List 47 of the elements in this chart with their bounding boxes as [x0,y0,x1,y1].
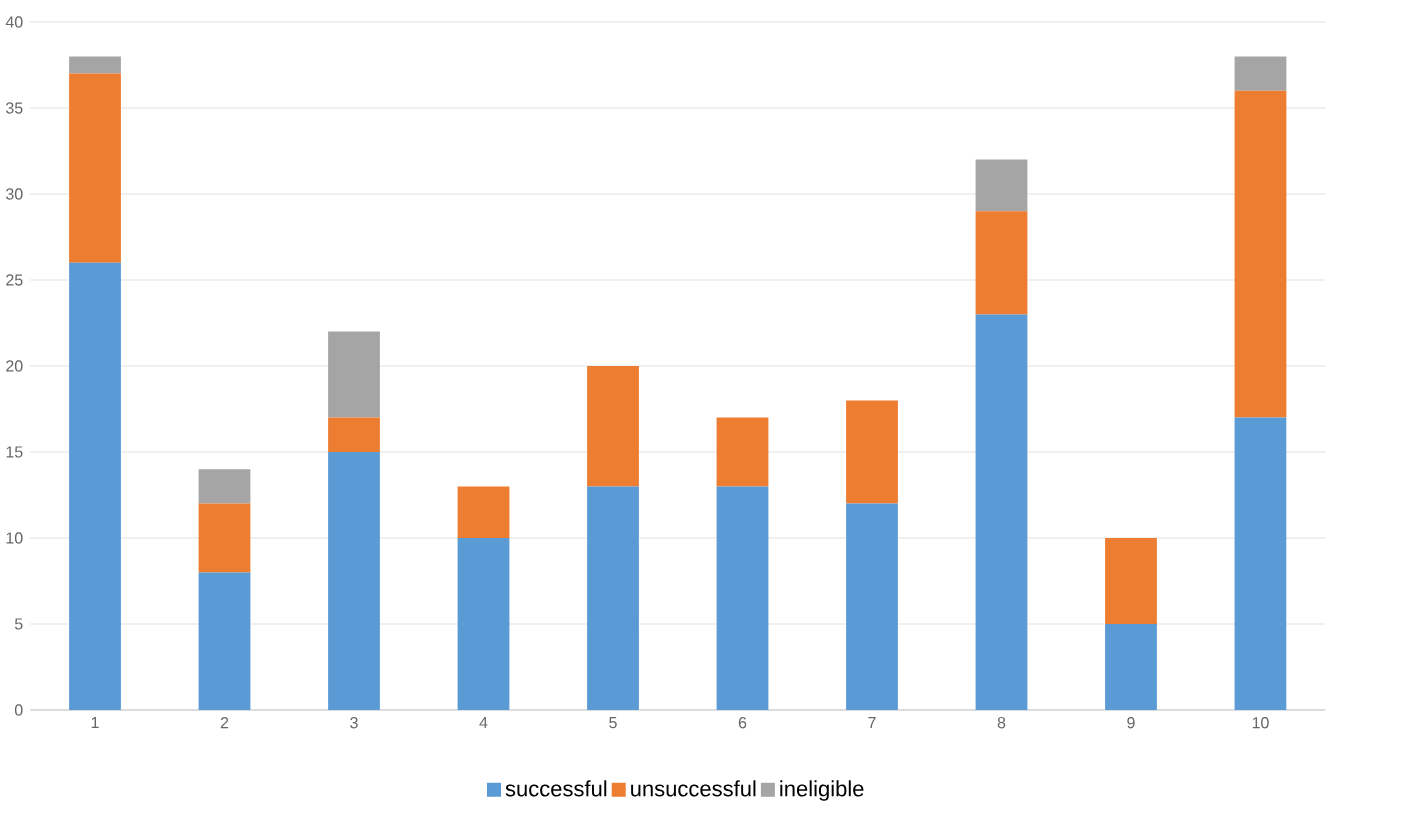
x-tick-label: 2 [220,717,229,729]
bar [846,503,898,710]
bar [1234,56,1287,91]
bar [1234,417,1287,710]
y-tick-label: 35 [5,102,23,114]
bar [328,331,380,418]
y-tick-label: 5 [14,618,23,630]
x-tick-label: 1 [91,717,99,729]
bar [716,486,769,710]
bar [328,417,380,452]
x-tick-label: 6 [738,717,747,729]
bar [975,211,1028,315]
bar [1105,537,1157,624]
y-tick-label: 10 [6,532,23,544]
x-tick-label: 4 [479,717,488,729]
legend-label: successful [505,780,607,797]
bar [1234,90,1287,418]
bar [69,56,121,74]
x-tick-label: 5 [609,717,617,729]
bar [846,400,898,504]
y-tick-label: 25 [6,274,23,286]
y-tick-label: 40 [5,16,23,28]
bar [198,469,251,504]
x-tick-label: 8 [997,717,1006,729]
bar [328,451,380,710]
bar [587,486,639,710]
bar [69,262,121,710]
bar [1105,623,1157,710]
bar [198,503,251,573]
x-tick-label: 7 [868,717,876,729]
bar [716,417,769,487]
bar [975,159,1028,212]
bar [457,537,510,710]
y-tick-label: 30 [5,188,23,200]
x-tick-label: 10 [1252,717,1269,729]
x-tick-label: 9 [1127,717,1135,729]
legend-label: unsuccessful [631,780,756,797]
bar [457,486,510,538]
y-tick-label: 15 [6,446,23,458]
bar [587,365,639,487]
x-tick-label: 3 [350,717,358,729]
bar [198,572,251,710]
bar [975,314,1028,710]
y-tick-label: 0 [14,704,23,716]
bar [69,73,121,263]
y-tick-label: 20 [6,360,23,372]
legend-label: ineligible [780,780,864,801]
